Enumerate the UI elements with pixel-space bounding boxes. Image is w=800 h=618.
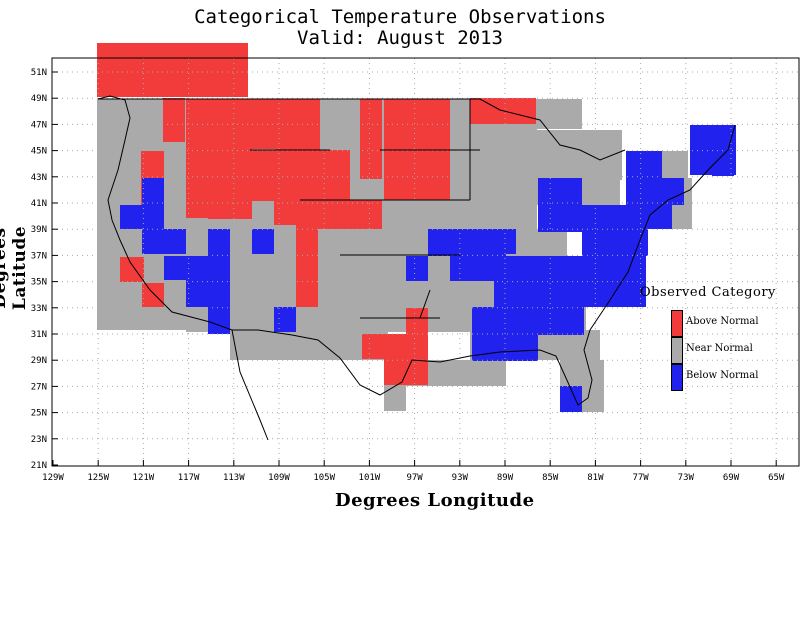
y-tick-label: 49N bbox=[31, 94, 47, 104]
y-axis-label: Degrees Latitude bbox=[0, 225, 30, 311]
x-tick-label: 93W bbox=[452, 473, 469, 483]
below-normal-block bbox=[252, 229, 274, 254]
map-title: Categorical Temperature Observations bbox=[194, 6, 606, 28]
y-tick-label: 41N bbox=[31, 199, 47, 209]
x-tick-label: 97W bbox=[406, 473, 423, 483]
above-normal-block bbox=[97, 43, 248, 97]
below-normal-block bbox=[208, 229, 230, 334]
y-tick-label: 21N bbox=[31, 461, 47, 471]
x-tick-label: 65W bbox=[768, 473, 785, 483]
below-normal-block bbox=[450, 256, 550, 281]
y-tick-label: 33N bbox=[31, 304, 47, 314]
x-tick-label: 121W bbox=[133, 473, 155, 483]
boundary-outline bbox=[98, 98, 626, 161]
x-tick-label: 117W bbox=[178, 473, 200, 483]
x-tick-label: 113W bbox=[223, 473, 245, 483]
boundary-outline bbox=[250, 99, 480, 319]
below-normal-block bbox=[428, 229, 506, 256]
above-normal-block bbox=[296, 200, 352, 229]
above-normal-block bbox=[120, 257, 144, 282]
above-normal-block bbox=[186, 150, 252, 200]
y-tick-label: 51N bbox=[31, 68, 47, 78]
below-normal-block bbox=[164, 256, 208, 280]
y-tick-label: 35N bbox=[31, 278, 47, 288]
x-tick-label: 69W bbox=[723, 473, 740, 483]
x-tick-label: 129W bbox=[42, 473, 64, 483]
below-normal-block bbox=[494, 229, 516, 254]
y-tick-label: 39N bbox=[31, 225, 47, 235]
x-tick-label: 89W bbox=[497, 473, 514, 483]
below-normal-block bbox=[538, 178, 582, 232]
y-tick-label: 25N bbox=[31, 409, 47, 419]
below-normal-block bbox=[560, 386, 582, 412]
x-tick-label: 85W bbox=[542, 473, 559, 483]
y-tick-label: 29N bbox=[31, 356, 47, 366]
x-tick-label: 73W bbox=[678, 473, 695, 483]
y-tick-label: 31N bbox=[31, 330, 47, 340]
y-tick-label: 37N bbox=[31, 251, 47, 261]
map-subtitle: Valid: August 2013 bbox=[297, 27, 503, 49]
below-normal-block bbox=[274, 307, 296, 332]
plot-frame bbox=[51, 57, 800, 467]
x-tick-label: 101W bbox=[359, 473, 381, 483]
boundary-outline bbox=[97, 95, 736, 406]
above-normal-block bbox=[360, 99, 382, 179]
x-axis-label: Degrees Longitude bbox=[335, 490, 535, 511]
above-normal-block bbox=[406, 308, 428, 336]
x-tick-label: 109W bbox=[268, 473, 290, 483]
legend-title: Observed Category bbox=[640, 285, 776, 300]
x-tick-label: 105W bbox=[313, 473, 335, 483]
above-normal-block bbox=[352, 200, 382, 229]
y-tick-label: 43N bbox=[31, 173, 47, 183]
below-normal-block bbox=[142, 229, 186, 254]
x-tick-label: 125W bbox=[87, 473, 109, 483]
above-normal-block bbox=[252, 176, 274, 201]
near-normal-block bbox=[384, 385, 406, 411]
y-tick-label: 27N bbox=[31, 382, 47, 392]
y-tick-label: 45N bbox=[31, 147, 47, 157]
below-normal-block bbox=[662, 178, 684, 205]
above-normal-block bbox=[142, 283, 164, 307]
legend-swatch-above bbox=[671, 310, 683, 337]
below-normal-block bbox=[538, 307, 582, 334]
above-normal-block bbox=[362, 334, 428, 359]
above-normal-block bbox=[296, 229, 318, 307]
y-tick-label: 23N bbox=[31, 435, 47, 445]
y-tick-label: 47N bbox=[31, 120, 47, 130]
above-normal-block bbox=[163, 98, 185, 142]
legend-swatch-below bbox=[671, 364, 683, 391]
x-tick-label: 77W bbox=[632, 473, 649, 483]
below-normal-block bbox=[626, 151, 662, 178]
legend-swatch-near bbox=[671, 337, 683, 364]
legend-label-below: Below Normal bbox=[686, 370, 759, 381]
legend-label-above: Above Normal bbox=[686, 316, 759, 327]
below-normal-block bbox=[406, 256, 428, 281]
x-tick-label: 81W bbox=[587, 473, 604, 483]
boundary-outline bbox=[231, 329, 269, 441]
near-normal-block bbox=[472, 130, 622, 180]
legend-label-near: Near Normal bbox=[686, 343, 753, 354]
